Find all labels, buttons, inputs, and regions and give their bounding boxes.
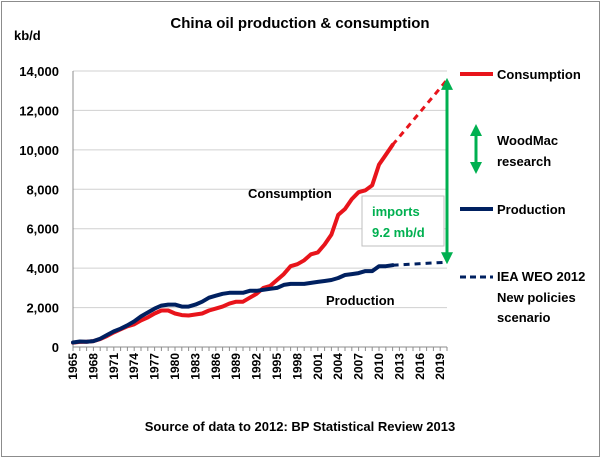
series-line-consumption [71, 142, 395, 345]
imports-label-line2: 9.2 mb/d [372, 225, 425, 240]
y-tick-label: 6,000 [26, 222, 59, 237]
x-tick-label: 1989 [229, 353, 243, 380]
x-tick-label: 2013 [392, 353, 406, 380]
x-tick-label: 2004 [331, 353, 345, 380]
axes [72, 71, 448, 351]
x-tick-label: 1998 [290, 353, 304, 380]
legend-iea-label-line1: IEA WEO 2012 [497, 269, 585, 284]
series-line-woodmac-research [391, 78, 449, 146]
consumption-inline-label: Consumption [248, 186, 332, 201]
series-lines [71, 78, 449, 345]
x-tick-label: 2010 [372, 353, 386, 380]
x-tick-label: 1980 [168, 353, 182, 380]
x-tick-label: 1992 [250, 353, 264, 380]
chart-title: China oil production & consumption [170, 15, 429, 32]
x-tick-label: 1971 [107, 353, 121, 380]
y-tick-label: 12,000 [19, 103, 59, 118]
legend-iea-label-line3: scenario [497, 310, 551, 325]
x-tick-label: 2019 [433, 353, 447, 380]
legend-production-label: Production [497, 202, 566, 217]
legend-woodmac-label-line2: research [497, 154, 551, 169]
x-tick-label: 1965 [66, 353, 80, 380]
y-tick-label: 2,000 [26, 301, 59, 316]
production-inline-label: Production [326, 293, 395, 308]
x-tick-label: 1986 [209, 353, 223, 380]
y-tick-label: 4,000 [26, 261, 59, 276]
x-tick-labels: 1965 1968 1971 1974 1977 1980 1983 1986 1989 1992… [66, 353, 447, 380]
x-tick-label: 1968 [86, 353, 100, 380]
imports-label-box [361, 195, 445, 247]
x-tick-label: 2007 [352, 353, 366, 380]
y-tick-label: 10,000 [19, 143, 59, 158]
legend-iea-label-line2: New policies [497, 290, 576, 305]
x-tick-label: 2016 [413, 353, 427, 380]
y-axis-unit-label: kb/d [14, 28, 41, 43]
imports-label-line1: imports [372, 204, 420, 219]
source-note: Source of data to 2012: BP Statistical R… [145, 419, 455, 434]
series-line-iea-weo-2012-new-policies-scenario [392, 260, 448, 267]
legend: Consumption WoodMac research Production … [460, 67, 585, 325]
y-tick-label: 0 [52, 340, 59, 355]
y-tick-label: 8,000 [26, 182, 59, 197]
legend-woodmac-label-line1: WoodMac [497, 133, 558, 148]
y-tick-label: 14,000 [19, 64, 59, 79]
x-tick-label: 1977 [148, 353, 162, 380]
x-tick-label: 1974 [127, 353, 141, 380]
x-tick-label: 1983 [188, 353, 202, 380]
legend-consumption-label: Consumption [497, 67, 581, 82]
y-tick-labels: 0 2,000 4,000 6,000 8,000 10,000 12,000 14,000 [19, 64, 59, 355]
x-tick-label: 1995 [270, 353, 284, 380]
series-line-production [71, 263, 395, 345]
x-tick-label: 2001 [311, 353, 325, 380]
